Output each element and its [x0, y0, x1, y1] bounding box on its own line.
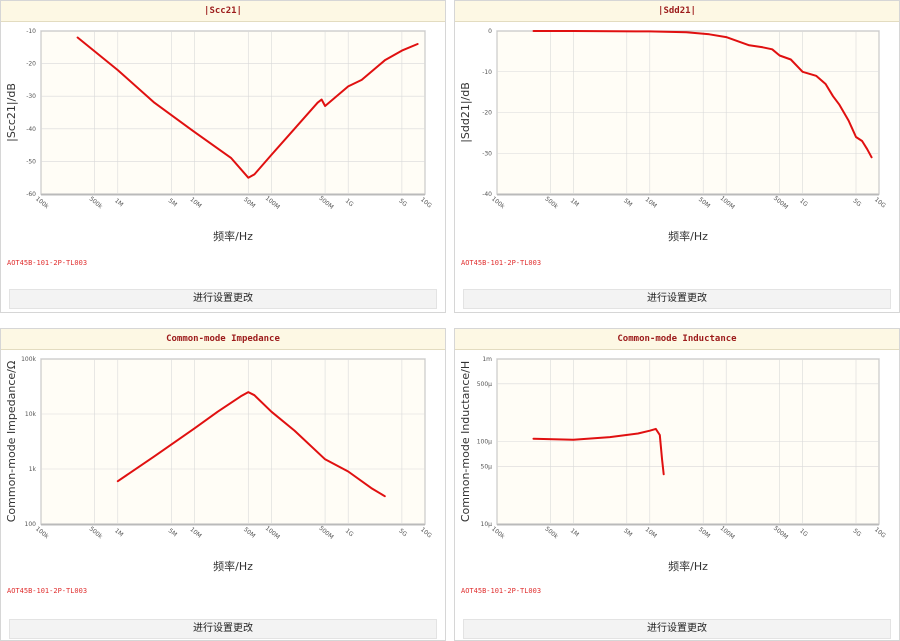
y-tick-label: -20	[26, 61, 36, 68]
panel-title: Common-mode Impedance	[1, 329, 445, 350]
x-axis-title: 频率/Hz	[668, 229, 708, 242]
x-tick-label: 500M	[772, 525, 789, 541]
x-tick-label: 500M	[772, 195, 789, 211]
x-tick-label: 1M	[113, 197, 124, 208]
series-line	[116, 391, 386, 498]
x-tick-label: 500k	[88, 525, 104, 540]
x-tick-label: 1M	[113, 527, 124, 538]
model-label: AOT45B-101-2P-TL003	[7, 587, 88, 595]
x-tick-label: 100k	[34, 195, 50, 210]
x-tick-label: 10G	[419, 526, 433, 539]
y-tick-label: -40	[482, 191, 492, 198]
y-tick-label: 1m	[482, 356, 492, 363]
x-tick-label: 5M	[622, 527, 633, 538]
impedance-chart: 100k 500k 1M 5M 10M 50M 100M 500M 1G 5G 10G 100 1k 10…	[5, 356, 433, 572]
x-tick-label: 500M	[317, 195, 334, 211]
x-tick-label: 100M	[719, 195, 736, 211]
x-tick-label: 5G	[397, 197, 408, 208]
y-tick-label: 100k	[21, 356, 36, 363]
y-tick-label: -10	[26, 28, 36, 35]
x-tick-label: 500M	[317, 525, 334, 541]
y-tick-label: 10μ	[481, 521, 493, 528]
series-line	[532, 30, 873, 159]
change-settings-button[interactable]: 进行设置更改	[463, 289, 891, 309]
x-tick-label: 10M	[644, 196, 658, 210]
x-tick-label: 10M	[644, 526, 658, 540]
model-label: AOT45B-101-2P-TL003	[461, 259, 542, 267]
x-tick-label: 5M	[167, 197, 178, 208]
y-axis-title: |Scc21|/dB	[5, 83, 18, 142]
y-tick-label: 500μ	[477, 381, 492, 388]
y-tick-label: 0	[488, 28, 492, 35]
plot-area	[40, 358, 426, 525]
y-tick-label: -20	[482, 110, 492, 117]
panel-title: |Sdd21|	[455, 1, 899, 22]
x-tick-label: 500k	[88, 195, 104, 210]
y-tick-label: 100	[25, 521, 37, 528]
change-settings-button[interactable]: 进行设置更改	[9, 289, 437, 309]
y-tick-label: -10	[482, 69, 492, 76]
x-axis-title: 频率/Hz	[668, 559, 708, 572]
x-tick-label: 1G	[798, 527, 809, 538]
x-tick-label: 100M	[264, 195, 281, 211]
change-settings-button[interactable]: 进行设置更改	[463, 619, 891, 639]
x-tick-label: 500k	[543, 195, 559, 210]
x-tick-label: 500k	[543, 525, 559, 540]
x-tick-label: 50M	[242, 196, 256, 210]
x-tick-label: 1M	[569, 197, 580, 208]
sdd21-chart: 100k 500k 1M 5M 10M 50M 100M 500M 1G 5G 10G 0 -10 -20…	[459, 28, 887, 242]
x-tick-label: 1G	[798, 197, 809, 208]
x-tick-label: 1G	[344, 197, 355, 208]
chart-panel-scc21: |Scc21| 100k 500k 1M 5M 10M 50M 100M 500M 1G 5G 10…	[0, 0, 446, 313]
x-tick-label: 100M	[719, 525, 736, 541]
x-tick-label: 10M	[188, 526, 202, 540]
x-tick-label: 100k	[34, 525, 50, 540]
x-axis-title: 频率/Hz	[213, 559, 253, 572]
x-tick-label: 10G	[873, 196, 887, 209]
y-tick-label: 100μ	[477, 439, 492, 446]
y-tick-label: -40	[26, 126, 36, 133]
y-tick-label: -30	[482, 150, 492, 157]
x-axis-title: 频率/Hz	[213, 229, 253, 242]
model-label: AOT45B-101-2P-TL003	[461, 587, 542, 595]
x-tick-label: 100k	[490, 525, 506, 540]
y-axis-title: Common-mode Impedance/Ω	[5, 361, 18, 523]
x-tick-label: 100k	[490, 195, 506, 210]
series-line	[532, 427, 665, 476]
y-tick-label: -60	[26, 191, 36, 198]
panel-title: |Scc21|	[1, 1, 445, 22]
x-tick-label: 100M	[264, 525, 281, 541]
change-settings-button[interactable]: 进行设置更改	[9, 619, 437, 639]
chart-panel-impedance: Common-mode Impedance 100k 500k 1M 5M 10M 50M…	[0, 328, 446, 641]
y-tick-label: 50μ	[481, 463, 493, 470]
x-tick-label: 5G	[851, 527, 862, 538]
panel-title: Common-mode Inductance	[455, 329, 899, 350]
x-tick-label: 50M	[697, 196, 711, 210]
x-tick-label: 5M	[622, 197, 633, 208]
x-tick-label: 10M	[188, 196, 202, 210]
y-tick-label: 10k	[25, 411, 37, 418]
x-tick-label: 5M	[167, 527, 178, 538]
x-tick-label: 50M	[697, 526, 711, 540]
inductance-chart: 100k 500k 1M 5M 10M 50M 100M 500M 1G 5G 10G 10μ 50μ 1…	[459, 356, 887, 572]
x-tick-label: 1G	[344, 527, 355, 538]
y-axis-title: |Sdd21|/dB	[459, 82, 472, 143]
model-label: AOT45B-101-2P-TL003	[7, 259, 88, 267]
chart-panel-sdd21: |Sdd21| 100k 500k 1M 5M 10M 50M 100M 500M 1G 5G 10…	[454, 0, 900, 313]
plot-area	[40, 30, 426, 195]
x-tick-label: 10G	[419, 196, 433, 209]
y-tick-label: -50	[26, 158, 36, 165]
chart-panel-inductance: Common-mode Inductance 100k 500k 1M 5M 10M 50…	[454, 328, 900, 641]
y-tick-label: 1k	[29, 466, 37, 473]
x-tick-label: 1M	[569, 527, 580, 538]
y-tick-label: -30	[26, 93, 36, 100]
x-tick-label: 5G	[397, 527, 408, 538]
series-line	[76, 36, 419, 179]
y-axis-title: Common-mode Inductance/H	[459, 361, 472, 522]
scc21-chart: 100k 500k 1M 5M 10M 50M 100M 500M 1G 5G 10G -10 -20 -…	[5, 28, 433, 242]
x-tick-label: 50M	[242, 526, 256, 540]
x-tick-label: 5G	[851, 197, 862, 208]
x-tick-label: 10G	[873, 526, 887, 539]
